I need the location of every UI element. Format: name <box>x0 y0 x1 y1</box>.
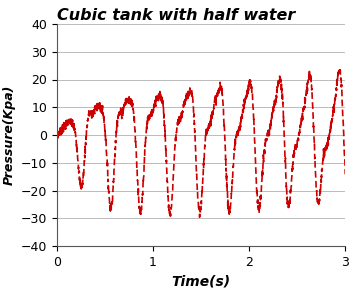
Text: Cubic tank with half water: Cubic tank with half water <box>57 8 295 23</box>
Y-axis label: Pressure(Kpa): Pressure(Kpa) <box>2 85 15 185</box>
X-axis label: Time(s): Time(s) <box>172 274 231 288</box>
